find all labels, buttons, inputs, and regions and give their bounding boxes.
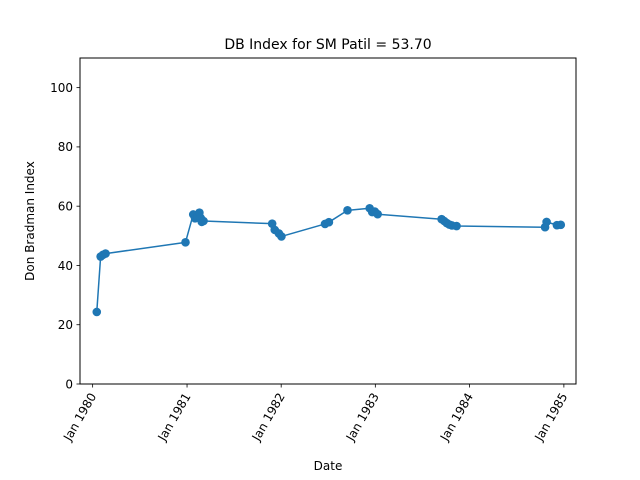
plot-frame <box>79 57 577 385</box>
data-point <box>373 209 382 219</box>
x-axis-label: Date <box>314 459 343 473</box>
data-point <box>343 206 352 215</box>
plot-area <box>92 203 566 317</box>
data-point <box>92 307 102 317</box>
y-tick-label: 100 <box>50 81 73 95</box>
y-tick-label: 60 <box>58 199 73 213</box>
y-tick-label: 20 <box>58 318 73 332</box>
chart-title: DB Index for SM Patil = 53.70 <box>224 37 431 53</box>
data-point <box>324 217 334 227</box>
y-axis-label: Don Bradman Index <box>23 161 37 281</box>
y-tick-label: 40 <box>58 259 73 273</box>
data-point <box>181 238 190 247</box>
y-tick-label: 80 <box>58 140 73 154</box>
data-point <box>542 217 551 227</box>
y-tick-label: 0 <box>65 377 73 391</box>
data-point <box>101 249 110 258</box>
data-point <box>277 232 286 241</box>
data-point <box>556 220 566 230</box>
data-point <box>199 216 208 226</box>
data-point <box>452 221 461 231</box>
